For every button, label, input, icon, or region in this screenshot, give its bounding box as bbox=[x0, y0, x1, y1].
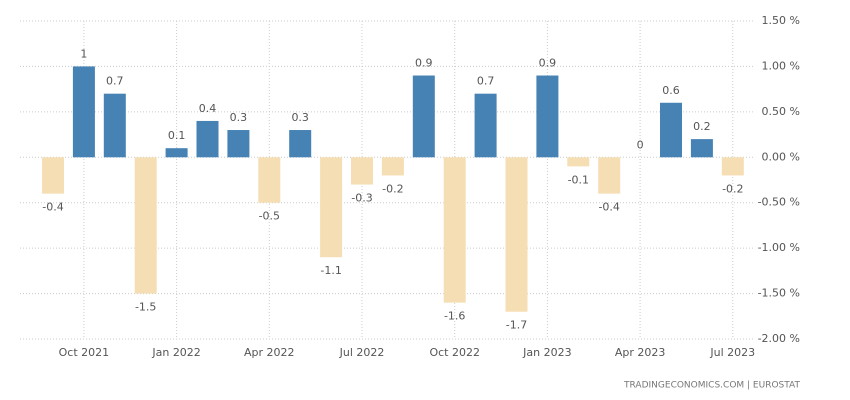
data-label: 0.7 bbox=[106, 75, 124, 88]
y-tick-label: -1.50 % bbox=[758, 287, 800, 300]
bar bbox=[505, 157, 528, 312]
bar bbox=[443, 157, 466, 303]
y-tick-label: -2.00 % bbox=[758, 332, 800, 345]
x-tick-label: Jan 2023 bbox=[522, 346, 571, 359]
data-label: -1.1 bbox=[320, 264, 341, 277]
data-label: -0.4 bbox=[42, 201, 63, 214]
bar bbox=[42, 157, 64, 194]
data-label: 0.7 bbox=[477, 75, 495, 88]
bar bbox=[103, 93, 126, 158]
x-tick-label: Oct 2021 bbox=[59, 346, 110, 359]
bar bbox=[381, 157, 404, 176]
bar bbox=[660, 102, 682, 158]
bar bbox=[320, 157, 343, 258]
y-tick-label: -0.50 % bbox=[758, 196, 800, 209]
data-label: 0.1 bbox=[168, 129, 186, 142]
data-label: 1 bbox=[80, 47, 87, 60]
y-tick-label: 1.50 % bbox=[762, 14, 800, 27]
data-label: -1.6 bbox=[444, 310, 465, 323]
data-label: -0.1 bbox=[568, 173, 589, 186]
data-label: 0.3 bbox=[230, 111, 248, 124]
bar bbox=[351, 157, 373, 185]
data-label: 0.9 bbox=[539, 57, 557, 70]
x-tick-label: Jul 2022 bbox=[339, 346, 385, 359]
data-label: -0.5 bbox=[259, 210, 280, 223]
data-label: -1.5 bbox=[135, 301, 156, 314]
y-tick-label: -1.00 % bbox=[758, 241, 800, 254]
bar bbox=[721, 157, 744, 176]
bar bbox=[134, 157, 157, 294]
y-tick-label: 1.00 % bbox=[762, 59, 800, 72]
data-label: 0.9 bbox=[415, 57, 433, 70]
data-label: -0.4 bbox=[598, 201, 619, 214]
bar bbox=[690, 139, 713, 158]
bar bbox=[227, 130, 250, 158]
data-label: -1.7 bbox=[506, 319, 527, 332]
data-label: -0.3 bbox=[351, 192, 372, 205]
bar bbox=[289, 130, 312, 158]
data-label: -0.2 bbox=[382, 182, 403, 195]
data-label: 0.4 bbox=[199, 102, 217, 115]
x-tick-label: Apr 2023 bbox=[615, 346, 666, 359]
x-tick-label: Jul 2023 bbox=[709, 346, 755, 359]
bar bbox=[474, 93, 497, 158]
bar bbox=[598, 157, 621, 194]
y-tick-label: 0.00 % bbox=[762, 150, 800, 163]
bar bbox=[412, 75, 435, 158]
bar bbox=[258, 157, 281, 203]
source: TRADINGECONOMICS.COM | EUROSTAT bbox=[623, 381, 800, 391]
data-label: 0 bbox=[637, 138, 644, 151]
x-tick-label: Apr 2022 bbox=[244, 346, 295, 359]
bar bbox=[536, 75, 559, 158]
y-tick-label: 0.50 % bbox=[762, 105, 800, 118]
bar bbox=[165, 148, 188, 158]
x-tick-label: Oct 2022 bbox=[429, 346, 480, 359]
data-label: 0.2 bbox=[693, 120, 711, 133]
bar bbox=[72, 66, 95, 158]
bar bbox=[567, 157, 590, 167]
data-label: 0.3 bbox=[291, 111, 309, 124]
data-label: -0.2 bbox=[722, 182, 743, 195]
data-label: 0.6 bbox=[662, 84, 680, 97]
bar bbox=[196, 120, 219, 158]
x-tick-label: Jan 2022 bbox=[151, 346, 200, 359]
